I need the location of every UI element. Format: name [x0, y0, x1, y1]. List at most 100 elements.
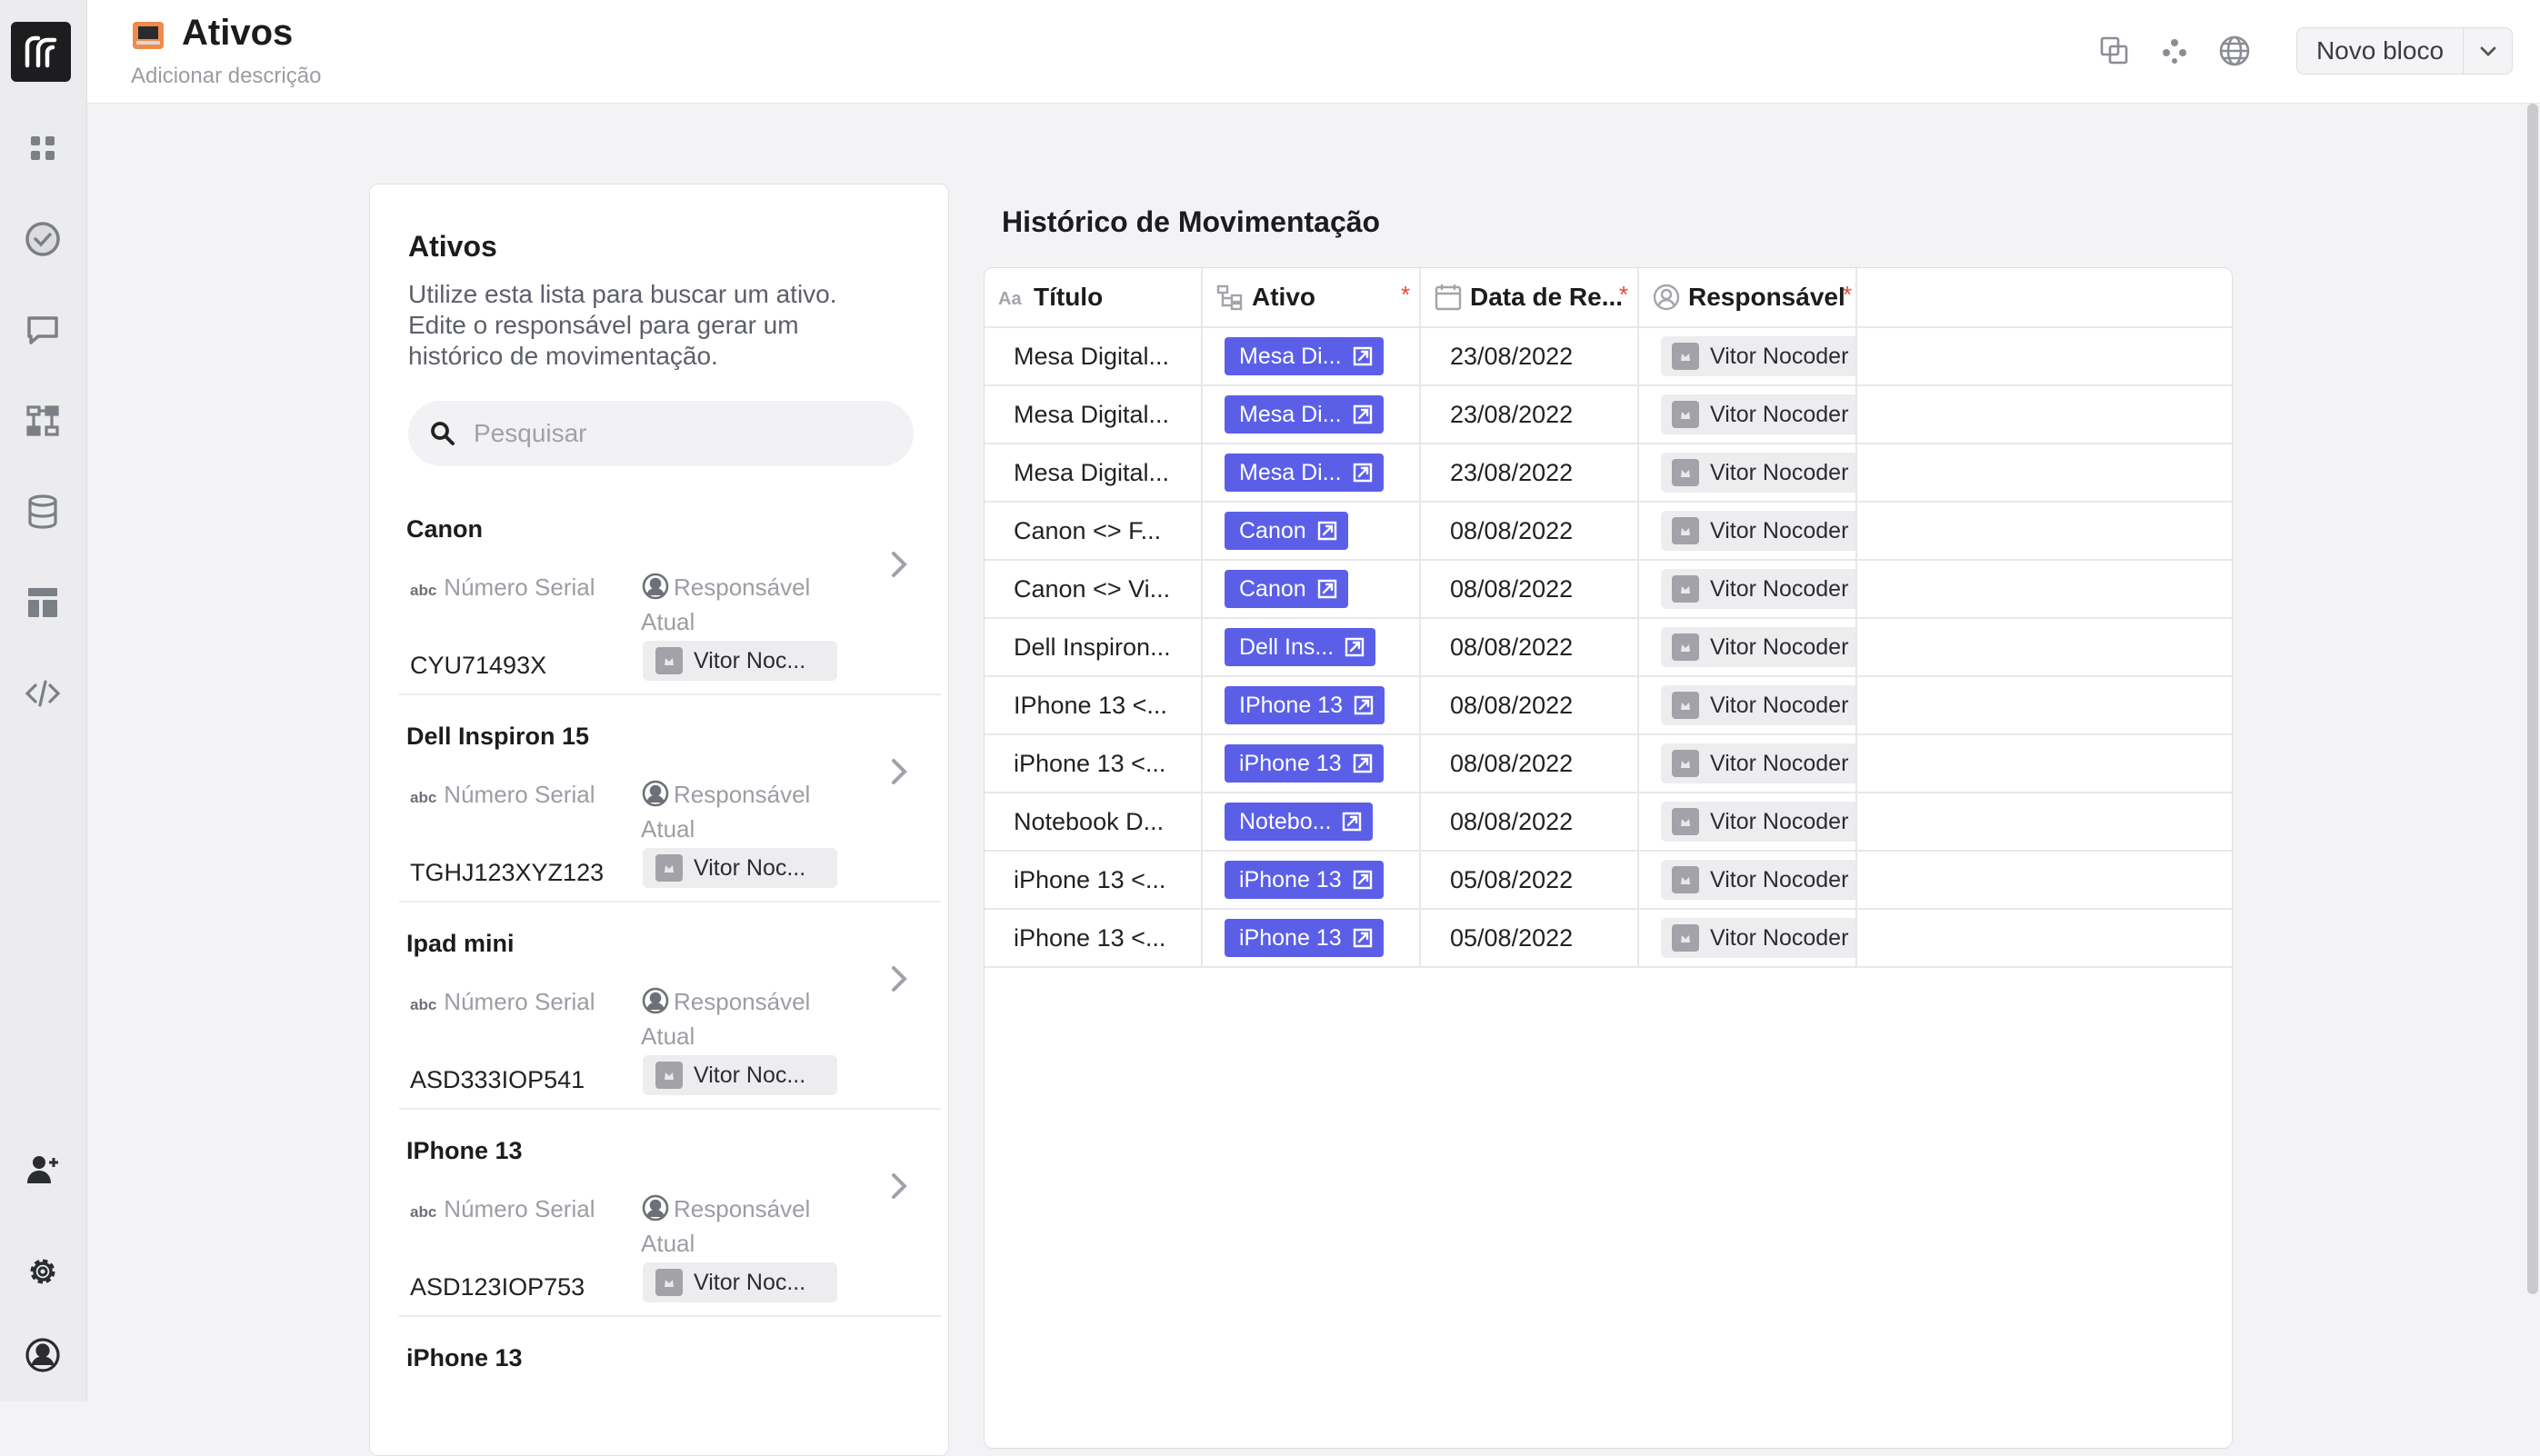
- responsible-chip[interactable]: Vitor Noc...: [643, 1262, 837, 1302]
- table-row[interactable]: iPhone 13 <... iPhone 13 05/08/2022 Vitor N…: [985, 908, 2232, 966]
- responsible-tag[interactable]: Vitor Nocoder: [1661, 685, 1855, 725]
- column-header-titulo[interactable]: Aa Título: [985, 268, 1203, 326]
- asset-link-tag[interactable]: Mesa Di...: [1225, 395, 1384, 434]
- cell-data[interactable]: 08/08/2022: [1421, 619, 1639, 675]
- cell-ativo[interactable]: Mesa Di...: [1203, 328, 1421, 384]
- dashboard-icon[interactable]: [16, 122, 69, 175]
- responsible-tag[interactable]: Vitor Nocoder: [1661, 802, 1855, 842]
- asset-link-tag[interactable]: iPhone 13: [1225, 744, 1384, 783]
- cell-ativo[interactable]: IPhone 13: [1203, 677, 1421, 733]
- chevron-right-icon[interactable]: [886, 1168, 914, 1204]
- responsible-chip[interactable]: Vitor Noc...: [643, 1055, 837, 1095]
- share-nodes-icon[interactable]: [2156, 33, 2193, 69]
- table-row[interactable]: Canon <> Vi... Canon 08/08/2022 Vitor Nocod…: [985, 559, 2232, 617]
- cell-responsavel[interactable]: Vitor Nocoder: [1639, 793, 1857, 850]
- cell-titulo[interactable]: iPhone 13 <...: [985, 910, 1203, 966]
- asset-link-tag[interactable]: Mesa Di...: [1225, 454, 1384, 492]
- page-scrollbar[interactable]: [2527, 104, 2538, 1294]
- column-header-responsavel[interactable]: Responsável *: [1639, 268, 1857, 326]
- cell-responsavel[interactable]: Vitor Nocoder: [1639, 561, 1857, 617]
- cell-responsavel[interactable]: Vitor Nocoder: [1639, 735, 1857, 792]
- cell-responsavel[interactable]: Vitor Nocoder: [1639, 503, 1857, 559]
- cell-ativo[interactable]: Mesa Di...: [1203, 386, 1421, 443]
- cell-ativo[interactable]: Notebo...: [1203, 793, 1421, 850]
- cell-data[interactable]: 08/08/2022: [1421, 561, 1639, 617]
- cell-ativo[interactable]: Dell Ins...: [1203, 619, 1421, 675]
- cell-responsavel[interactable]: Vitor Nocoder: [1639, 677, 1857, 733]
- responsible-tag[interactable]: Vitor Nocoder: [1661, 511, 1855, 551]
- logo-icon[interactable]: [11, 22, 71, 82]
- table-row[interactable]: iPhone 13 <... iPhone 13 08/08/2022 Vitor N…: [985, 733, 2232, 792]
- cell-responsavel[interactable]: Vitor Nocoder: [1639, 852, 1857, 908]
- cell-data[interactable]: 23/08/2022: [1421, 444, 1639, 501]
- cell-ativo[interactable]: iPhone 13: [1203, 910, 1421, 966]
- cell-titulo[interactable]: Mesa Digital...: [985, 444, 1203, 501]
- chevron-right-icon[interactable]: [886, 546, 914, 583]
- search-input[interactable]: [472, 410, 890, 457]
- column-header-ativo[interactable]: Ativo *: [1203, 268, 1421, 326]
- responsible-tag[interactable]: Vitor Nocoder: [1661, 918, 1855, 958]
- workflow-icon[interactable]: [16, 394, 69, 447]
- page-title[interactable]: Ativos: [182, 13, 294, 53]
- chat-icon[interactable]: [16, 304, 69, 356]
- list-item[interactable]: Ipad mini abc Número Serial ASD333IOP541 …: [399, 903, 941, 1110]
- list-item[interactable]: iPhone 13: [399, 1317, 941, 1455]
- cell-titulo[interactable]: IPhone 13 <...: [985, 677, 1203, 733]
- responsible-tag[interactable]: Vitor Nocoder: [1661, 453, 1855, 493]
- table-row[interactable]: iPhone 13 <... iPhone 13 05/08/2022 Vitor N…: [985, 850, 2232, 908]
- cell-titulo[interactable]: Canon <> Vi...: [985, 561, 1203, 617]
- laptop-emoji-icon[interactable]: [131, 20, 165, 53]
- add-user-icon[interactable]: [16, 1143, 69, 1196]
- globe-icon[interactable]: [2216, 33, 2253, 69]
- cell-titulo[interactable]: Notebook D...: [985, 793, 1203, 850]
- cell-data[interactable]: 05/08/2022: [1421, 910, 1639, 966]
- cell-data[interactable]: 08/08/2022: [1421, 503, 1639, 559]
- cell-data[interactable]: 08/08/2022: [1421, 677, 1639, 733]
- chevron-right-icon[interactable]: [886, 961, 914, 997]
- responsible-chip[interactable]: Vitor Noc...: [643, 641, 837, 681]
- responsible-chip[interactable]: Vitor Noc...: [643, 848, 837, 888]
- page-description[interactable]: Adicionar descrição: [131, 64, 322, 88]
- responsible-tag[interactable]: Vitor Nocoder: [1661, 394, 1855, 434]
- duplicate-icon[interactable]: [2096, 33, 2133, 69]
- database-icon[interactable]: [16, 485, 69, 538]
- table-row[interactable]: Notebook D... Notebo... 08/08/2022 Vitor No…: [985, 792, 2232, 850]
- cell-titulo[interactable]: iPhone 13 <...: [985, 735, 1203, 792]
- cell-data[interactable]: 23/08/2022: [1421, 386, 1639, 443]
- table-row[interactable]: Mesa Digital... Mesa Di... 23/08/2022 Vitor…: [985, 443, 2232, 501]
- list-item[interactable]: IPhone 13 abc Número Serial ASD123IOP753 …: [399, 1110, 941, 1317]
- cell-ativo[interactable]: Canon: [1203, 561, 1421, 617]
- new-block-button[interactable]: Novo bloco: [2315, 36, 2445, 65]
- cell-ativo[interactable]: iPhone 13: [1203, 852, 1421, 908]
- cell-titulo[interactable]: iPhone 13 <...: [985, 852, 1203, 908]
- cell-ativo[interactable]: Canon: [1203, 503, 1421, 559]
- asset-link-tag[interactable]: Canon: [1225, 512, 1348, 550]
- layout-icon[interactable]: [16, 576, 69, 629]
- responsible-tag[interactable]: Vitor Nocoder: [1661, 743, 1855, 783]
- cell-titulo[interactable]: Canon <> F...: [985, 503, 1203, 559]
- asset-link-tag[interactable]: iPhone 13: [1225, 919, 1384, 957]
- table-row[interactable]: Canon <> F... Canon 08/08/2022 Vitor Nocode…: [985, 501, 2232, 559]
- column-header-data[interactable]: Data de Re... *: [1421, 268, 1639, 326]
- cell-data[interactable]: 05/08/2022: [1421, 852, 1639, 908]
- asset-link-tag[interactable]: Dell Ins...: [1225, 628, 1376, 666]
- cell-titulo[interactable]: Mesa Digital...: [985, 386, 1203, 443]
- cell-responsavel[interactable]: Vitor Nocoder: [1639, 910, 1857, 966]
- gear-icon[interactable]: [16, 1245, 69, 1298]
- code-icon[interactable]: [16, 667, 69, 720]
- cell-ativo[interactable]: Mesa Di...: [1203, 444, 1421, 501]
- cell-data[interactable]: 23/08/2022: [1421, 328, 1639, 384]
- cell-responsavel[interactable]: Vitor Nocoder: [1639, 619, 1857, 675]
- table-row[interactable]: IPhone 13 <... IPhone 13 08/08/2022 Vitor N…: [985, 675, 2232, 733]
- table-row[interactable]: Mesa Digital... Mesa Di... 23/08/2022 Vitor…: [985, 384, 2232, 443]
- asset-link-tag[interactable]: iPhone 13: [1225, 861, 1384, 899]
- cell-data[interactable]: 08/08/2022: [1421, 793, 1639, 850]
- responsible-tag[interactable]: Vitor Nocoder: [1661, 627, 1855, 667]
- chevron-right-icon[interactable]: [886, 753, 914, 790]
- responsible-tag[interactable]: Vitor Nocoder: [1661, 860, 1855, 900]
- list-item[interactable]: Canon abc Número Serial CYU71493X Respons…: [399, 488, 941, 695]
- list-item[interactable]: Dell Inspiron 15 abc Número Serial TGHJ12…: [399, 695, 941, 903]
- cell-ativo[interactable]: iPhone 13: [1203, 735, 1421, 792]
- table-row[interactable]: Mesa Digital... Mesa Di... 23/08/2022 Vitor…: [985, 326, 2232, 384]
- responsible-tag[interactable]: Vitor Nocoder: [1661, 336, 1855, 376]
